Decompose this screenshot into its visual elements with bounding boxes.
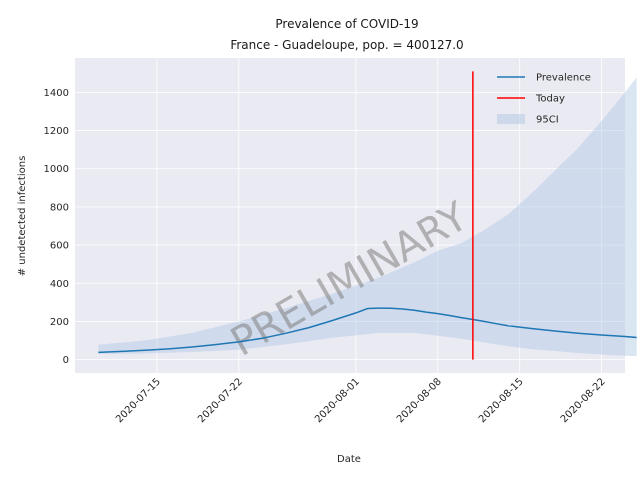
legend: Prevalence Today 95CI [497,73,591,126]
y-tick-label: 0 [63,355,69,366]
y-tick-label: 1200 [44,126,69,137]
x-tick-label: 2020-08-15 [477,376,526,425]
x-tick-label: 2020-08-01 [313,376,362,425]
x-ticks: 2020-07-15 2020-07-22 2020-08-01 2020-08-08… [114,376,608,425]
legend-label: Today [535,94,565,105]
x-tick-label: 2020-07-15 [114,376,163,425]
y-tick-label: 1000 [44,164,69,175]
y-tick-label: 600 [50,241,69,252]
y-tick-label: 200 [50,317,69,328]
y-tick-label: 1400 [44,88,69,99]
chart-subtitle: France - Guadeloupe, pop. = 400127.0 [230,38,463,52]
series-layer [98,307,637,354]
chart-title: Prevalence of COVID-19 [275,17,418,31]
y-ticks: 0 200 400 600 800 1000 1200 1400 [44,88,69,366]
y-tick-label: 400 [50,279,69,290]
x-tick-label: 2020-08-08 [395,376,444,425]
legend-label: Prevalence [536,73,591,84]
prevalence-line [98,307,637,354]
x-tick-label: 2020-07-22 [196,376,245,425]
x-tick-label: 2020-08-22 [559,376,608,425]
legend-label: 95CI [536,115,559,126]
plot-area [75,58,625,373]
grid [75,58,625,373]
ci-band-layer [98,77,637,357]
ci-band [98,77,637,357]
x-axis-label: Date [337,454,361,465]
y-tick-label: 800 [50,202,69,213]
y-axis-label: # undetected infections [17,156,28,277]
legend-swatch [497,114,525,124]
